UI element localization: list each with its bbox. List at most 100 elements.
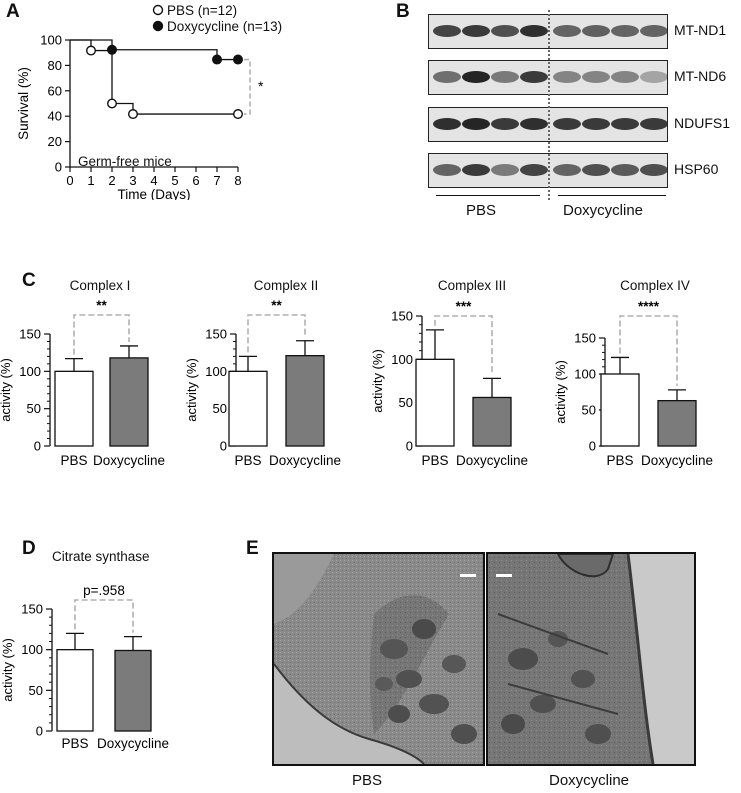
x-category-label-pbs: PBS (61, 736, 88, 751)
blot-band (553, 164, 581, 176)
y-tick-label: 100 (21, 642, 43, 657)
y-tick-label: 150 (205, 327, 227, 342)
bar-pbs (600, 373, 640, 447)
bar-chart-complex-i: Complex I 0 50 100 150 activity (%) PBS Doxycy… (0, 276, 185, 476)
y-tick-label: 50 (399, 395, 413, 410)
blot-label-hsp60: HSP60 (674, 161, 719, 177)
significance-marker: **** (638, 299, 660, 314)
significance-bracket (619, 315, 678, 386)
significance-marker: * (258, 78, 264, 94)
x-tick-label: 6 (192, 173, 199, 188)
em-caption-pbs: PBS (352, 772, 383, 789)
legend-label-doxycycline: Doxycycline (n=13) (167, 18, 283, 34)
em-image-pbs (272, 552, 485, 766)
bar-pbs (54, 370, 94, 447)
chart-title-complex-i: Complex I (69, 278, 131, 293)
blot-band (462, 164, 490, 176)
y-tick-label: 150 (391, 309, 413, 324)
y-axis-title: activity (%) (372, 349, 385, 413)
significance-marker: ** (271, 298, 282, 313)
bar-pbs (415, 358, 455, 447)
y-tick-label: 0 (589, 439, 596, 454)
y-tick-label: 100 (574, 367, 596, 382)
y-tick-label: 100 (205, 364, 227, 379)
survival-chart: PBS (n=12) Doxycycline (n=13) 0 20 40 60 80 1… (0, 0, 390, 201)
y-tick-label: 60 (48, 83, 62, 98)
chart-title-complex-iii: Complex III (437, 278, 507, 293)
y-tick-label: 0 (55, 160, 62, 175)
x-category-label-pbs: PBS (606, 453, 633, 468)
blot-band (640, 118, 667, 130)
bar-doxycycline (285, 355, 325, 447)
survival-point-pbs (127, 109, 138, 120)
survival-annotation: Germ-free mice (78, 154, 172, 169)
y-tick-label: 0 (406, 439, 413, 454)
blot-band (433, 71, 461, 83)
bar-plot-complex-iv: 0 50 100 150 activity (%) PBS Doxycycline **** (555, 299, 713, 468)
y-tick-label: 40 (48, 109, 62, 124)
x-tick-label: 8 (234, 173, 241, 188)
bar-plot-complex-iii: 0 50 100 150 activity (%) PBS Doxycycline *** (372, 299, 528, 468)
em-image-doxycycline (486, 552, 696, 766)
x-tick-label: 1 (87, 173, 94, 188)
y-axis-title: activity (%) (0, 638, 15, 702)
bar-plot-citrate-synthase: 0 50 100 150 activity (%) PBS Doxycycline p=.95… (0, 583, 169, 751)
blot-band (553, 118, 581, 130)
x-category-label-doxycycline: Doxycycline (456, 453, 528, 468)
em-micrograph-doxycycline (488, 554, 694, 764)
bar-plot-complex-ii: 0 50 100 150 activity (%) PBS Doxycycline ** (186, 298, 341, 468)
x-category-label-doxycycline: Doxycycline (93, 453, 165, 468)
blot-band (433, 25, 461, 37)
survival-point-pbs (232, 109, 243, 120)
panel-label-b: B (396, 1, 410, 22)
filled-circle-marker-icon (152, 20, 164, 32)
blot-band (491, 118, 519, 130)
y-axis-title: activity (%) (186, 358, 199, 422)
x-category-label-pbs: PBS (60, 453, 87, 468)
blot-divider (548, 10, 550, 200)
blot-band (582, 118, 610, 130)
blot-band (582, 164, 610, 176)
legend-item-doxycycline: Doxycycline (n=13) (152, 18, 282, 34)
x-category-label-doxycycline: Doxycycline (97, 736, 169, 751)
blot-band (611, 71, 639, 83)
y-tick-label: 0 (34, 439, 41, 454)
panel-label-e: E (246, 538, 259, 559)
y-axis-title: activity (%) (555, 360, 568, 424)
em-micrograph-pbs (274, 554, 483, 764)
blot-band (582, 71, 610, 83)
bar-pbs (56, 649, 94, 732)
y-tick-label: 0 (36, 724, 43, 739)
bar-chart-complex-iv: Complex IV 0 50 100 150 activity (%) PBS Doxyc… (555, 276, 740, 476)
scale-bar-pbs (460, 574, 476, 577)
blot-band (611, 118, 639, 130)
blot-band (520, 71, 548, 83)
significance-marker: *** (456, 299, 473, 314)
survival-point-doxycycline (106, 44, 117, 55)
blot-band (433, 164, 461, 176)
blot-band (462, 25, 490, 37)
blot-group-pbs: PBS (466, 202, 497, 219)
group-line-pbs (436, 195, 540, 196)
y-tick-label: 20 (48, 134, 62, 149)
legend-item-pbs: PBS (n=12) (152, 2, 282, 18)
bar-doxycycline (114, 649, 152, 732)
x-category-label-pbs: PBS (421, 453, 448, 468)
bar-chart-citrate-synthase: Citrate synthase 0 50 100 150 activity (%) PB… (0, 545, 200, 755)
bar-chart-complex-iii: Complex III 0 50 100 150 activity (%) PBS Doxy… (372, 276, 557, 476)
blot-label-mt-nd6: MT-ND6 (674, 68, 727, 84)
y-axis-title: Survival (%) (16, 67, 31, 140)
y-tick-label: 100 (391, 352, 413, 367)
x-tick-label: 7 (213, 173, 220, 188)
blot-band (462, 118, 490, 130)
panel-label-d: D (22, 538, 36, 559)
open-circle-marker-icon (152, 4, 164, 16)
chart-title-citrate-synthase: Citrate synthase (52, 549, 150, 564)
blot-label-mt-nd1: MT-ND1 (674, 22, 727, 38)
bar-chart-complex-ii: Complex II 0 50 100 150 activity (%) PBS Doxyc… (186, 276, 371, 476)
survival-point-pbs (85, 45, 96, 56)
y-tick-label: 150 (21, 602, 43, 617)
blot-band (611, 25, 639, 37)
x-tick-label: 5 (171, 173, 178, 188)
